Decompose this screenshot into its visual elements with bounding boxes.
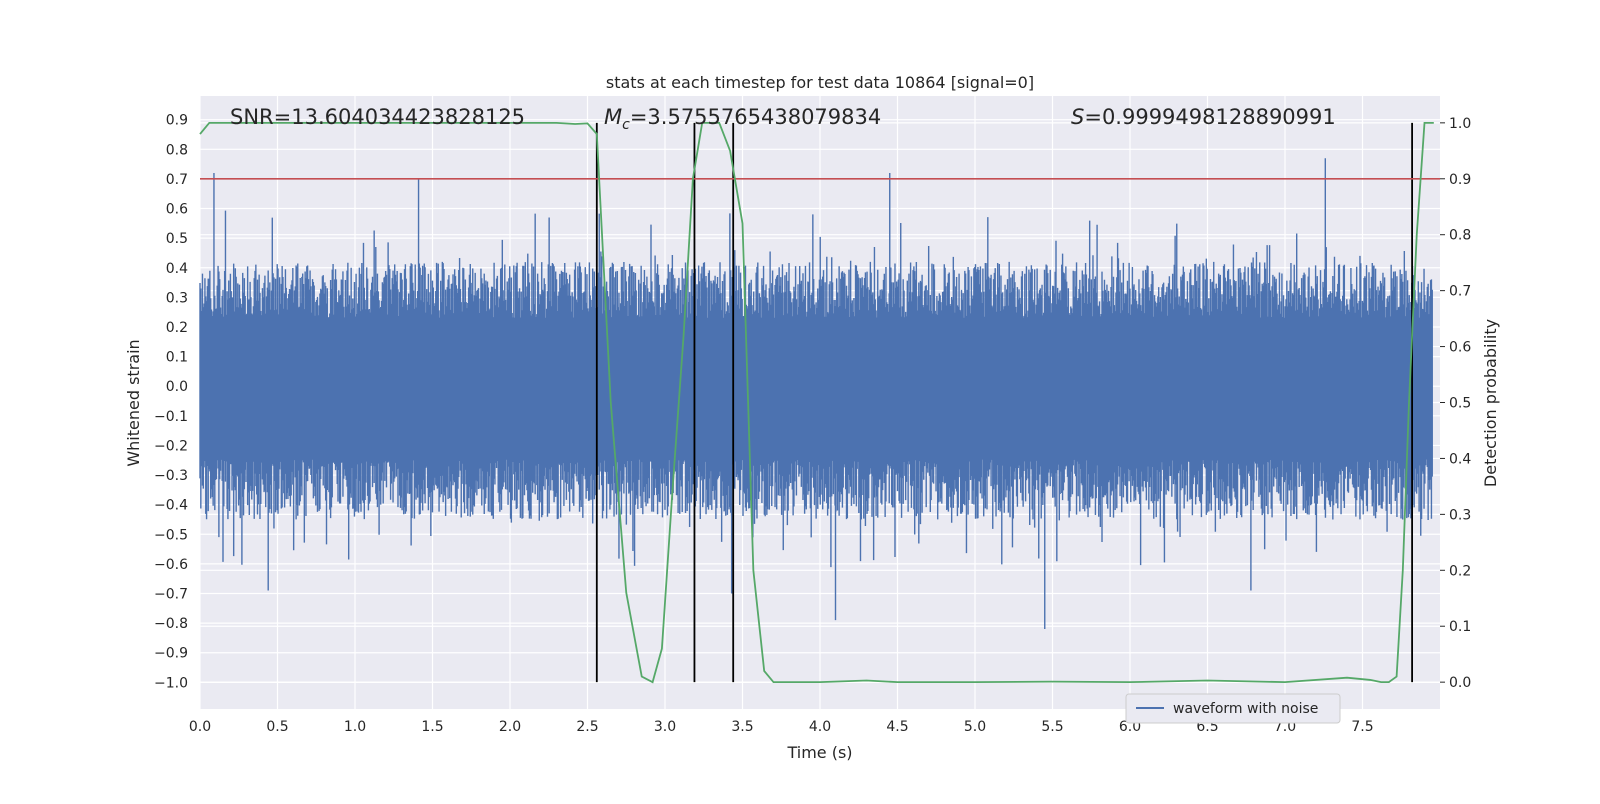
- x-tick-label: 4.5: [886, 719, 908, 735]
- y-tick-label: −1.0: [154, 675, 188, 691]
- legend-box: [1125, 693, 1341, 724]
- x-axis-label: Time (s): [786, 743, 852, 762]
- y-tick-label: 0.8: [166, 142, 188, 158]
- y2-tick-label: 0.9: [1449, 172, 1471, 188]
- y-tick-label: −0.5: [154, 527, 188, 543]
- y-tick-label: −0.2: [154, 438, 188, 454]
- detection-probability-line: [199, 121, 1434, 684]
- y-tick-label: 0.0: [166, 379, 188, 395]
- y2-axis-label: Detection probability: [1481, 319, 1500, 487]
- y-tick-label: 0.5: [166, 231, 188, 247]
- y-tick-label: 0.2: [166, 320, 188, 336]
- legend: waveform with noise: [1125, 693, 1341, 724]
- y2-tick-label: 1.0: [1449, 116, 1471, 132]
- x-tick-label: 0.5: [266, 719, 288, 735]
- x-tick-label: 2.5: [576, 719, 598, 735]
- y-tick-label: −0.3: [154, 468, 188, 484]
- y-tick-label: −0.1: [154, 409, 188, 425]
- x-tick-label: 3.5: [731, 719, 753, 735]
- snr-annotation: SNR=13.604034423828125: [230, 105, 525, 129]
- y2-tick-label: 0.4: [1449, 451, 1471, 467]
- chart-title: stats at each timestep for test data 108…: [606, 73, 1034, 92]
- waveform-with-noise-trace: [199, 158, 1433, 630]
- y-tick-label: 0.1: [166, 350, 188, 366]
- y-tick-label: −0.8: [154, 616, 188, 632]
- waveform-with-noise-series: [199, 158, 1433, 630]
- x-tick-label: 1.5: [421, 719, 443, 735]
- x-tick-label: 2.0: [499, 719, 521, 735]
- y-tick-label: 0.9: [166, 113, 188, 129]
- y2-tick-label: 0.1: [1449, 619, 1471, 635]
- y-tick-label: −0.7: [154, 587, 188, 603]
- x-tick-label: 5.5: [1041, 719, 1063, 735]
- x-tick-label: 0.0: [189, 719, 211, 735]
- y-tick-label: −0.4: [154, 498, 188, 514]
- legend-label: waveform with noise: [1173, 701, 1318, 717]
- x-tick-label: 5.0: [964, 719, 986, 735]
- y-tick-label: −0.6: [154, 557, 188, 573]
- y2-tick-label: 0.5: [1449, 396, 1471, 412]
- y2-tick-label: 0.6: [1449, 340, 1471, 356]
- x-tick-label: 4.0: [809, 719, 831, 735]
- chirp-mass-annotation: Mc=3.5755765438079834: [604, 105, 881, 133]
- x-tick-label: 1.0: [344, 719, 366, 735]
- significance-value: =0.9999498128890991: [1084, 105, 1335, 129]
- y-tick-label: 0.4: [166, 261, 188, 277]
- y-tick-label: 0.7: [166, 172, 188, 188]
- y-tick-label: −0.9: [154, 646, 188, 662]
- chirp-mass-value: =3.5755765438079834: [630, 105, 881, 129]
- y2-tick-label: 0.3: [1449, 507, 1471, 523]
- significance-annotation: S=0.9999498128890991: [1071, 105, 1336, 129]
- y-axis-label: Whitened strain: [124, 339, 143, 466]
- y2-tick-label: 0.2: [1449, 563, 1471, 579]
- reference-lines: [200, 122, 1440, 683]
- chirp-mass-symbol: M: [604, 105, 622, 129]
- y2-axis-ticks: 1.0 0.9 0.8 0.7 0.6 0.5 0.4 0.3 0.2 0.1 0.0: [1440, 116, 1471, 691]
- y-tick-label: 0.6: [166, 202, 188, 218]
- y2-tick-label: 0.8: [1449, 228, 1471, 244]
- y-tick-label: 0.3: [166, 290, 188, 306]
- y2-tick-label: 0.7: [1449, 284, 1471, 300]
- detection-probability-series: [199, 121, 1434, 684]
- significance-symbol: S: [1071, 105, 1084, 129]
- y-axis-ticks: 0.9 0.8 0.7 0.6 0.5 0.4 0.3 0.2 0.1 0.0 −0.1 −0.2 −0…: [154, 113, 188, 692]
- y2-tick-label: 0.0: [1449, 675, 1471, 691]
- x-tick-label: 7.5: [1351, 719, 1373, 735]
- chirp-mass-subscript: c: [622, 117, 630, 133]
- x-tick-label: 3.0: [654, 719, 676, 735]
